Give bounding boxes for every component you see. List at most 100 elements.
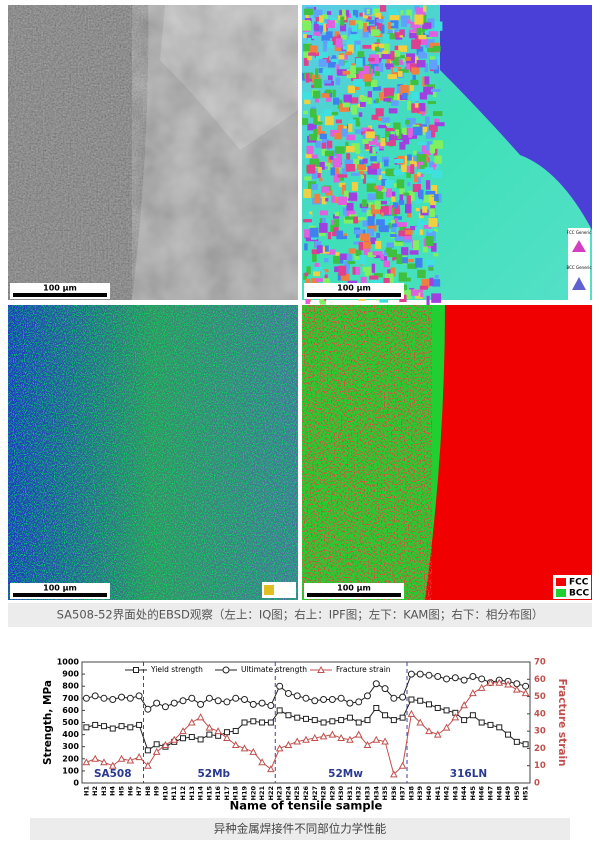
ipf-grain bbox=[399, 192, 404, 201]
ipf-grain bbox=[385, 130, 391, 138]
ipf-grain bbox=[370, 79, 378, 88]
ipf-grain bbox=[400, 15, 411, 20]
ipf-grain bbox=[312, 90, 321, 99]
legend-swatch bbox=[556, 578, 566, 586]
ipf-grain bbox=[433, 253, 439, 257]
ipf-grain bbox=[386, 65, 391, 70]
ipf-grain bbox=[305, 14, 309, 19]
ipf-grain bbox=[335, 252, 340, 256]
ipf-grain bbox=[398, 59, 404, 65]
ipf-grain bbox=[431, 130, 436, 138]
point bbox=[319, 732, 328, 740]
point bbox=[407, 709, 416, 717]
x-tick-label: H51 bbox=[522, 786, 530, 801]
ipf-grain bbox=[337, 69, 347, 76]
ipf-grain bbox=[353, 158, 361, 169]
x-tick-label: H5 bbox=[118, 786, 126, 796]
point bbox=[443, 707, 450, 714]
ipf-grain bbox=[400, 84, 409, 95]
ipf-grain bbox=[304, 176, 312, 181]
ipf-grain bbox=[410, 225, 419, 231]
ipf-grain bbox=[401, 18, 408, 27]
ipf-grain bbox=[355, 266, 361, 275]
point bbox=[82, 694, 90, 702]
ipf-grain bbox=[302, 34, 307, 39]
ipf-grain bbox=[385, 247, 392, 253]
ipf-grain bbox=[372, 86, 382, 91]
ipf-grain bbox=[387, 22, 391, 30]
point bbox=[188, 734, 195, 741]
ipf-grain bbox=[316, 245, 323, 254]
ipf-grain bbox=[306, 164, 316, 174]
point bbox=[478, 675, 486, 683]
ipf-grain bbox=[347, 192, 358, 201]
ipf-grain bbox=[310, 108, 317, 118]
ipf-grain bbox=[334, 211, 340, 217]
ipf-grain bbox=[344, 261, 351, 270]
point bbox=[381, 737, 389, 745]
ipf-grain bbox=[417, 173, 424, 178]
ipf-grain bbox=[387, 74, 397, 80]
ipf-grain bbox=[385, 168, 395, 177]
ipf-grain bbox=[420, 293, 424, 298]
ipf-grain bbox=[381, 54, 391, 60]
point bbox=[196, 713, 205, 721]
ipf-grain bbox=[353, 9, 357, 16]
ipf-grain bbox=[431, 185, 438, 195]
ipf-grain bbox=[341, 128, 348, 137]
ipf-grain bbox=[434, 21, 443, 31]
ipf-grain bbox=[416, 7, 425, 16]
x-tick-label: H23 bbox=[276, 786, 284, 801]
ipf-grain bbox=[317, 172, 321, 179]
figure: 100 µm 100 µm 100 µm 100 µm FCC Generic BCC… bbox=[8, 5, 592, 627]
ipf-grain bbox=[428, 161, 434, 171]
ipf-grain bbox=[374, 200, 381, 210]
ipf-grain bbox=[322, 166, 328, 170]
ipf-grain bbox=[370, 163, 380, 169]
ipf-grain bbox=[404, 203, 412, 214]
point bbox=[382, 712, 389, 719]
ipf-grain bbox=[429, 59, 438, 70]
point bbox=[390, 770, 398, 778]
point bbox=[355, 698, 363, 706]
x-tick-label: H49 bbox=[504, 786, 512, 801]
ipf-grain bbox=[330, 219, 336, 228]
ipf-grain bbox=[315, 17, 321, 22]
ipf-grain bbox=[327, 232, 332, 240]
point bbox=[451, 713, 460, 721]
ipf-grain bbox=[401, 257, 408, 264]
scale-bars: 100 µm 100 µm 100 µm 100 µm bbox=[10, 283, 404, 599]
ipf-grain bbox=[345, 216, 354, 220]
ipf-grain bbox=[415, 293, 423, 299]
ipf-grain bbox=[409, 156, 419, 167]
legend-label: FCC bbox=[569, 578, 589, 588]
ipf-grain bbox=[408, 133, 418, 139]
ipf-grain bbox=[327, 41, 333, 48]
ipf-grain bbox=[372, 251, 383, 256]
x-tick-label: H7 bbox=[135, 786, 143, 796]
x-tick-label: H41 bbox=[434, 786, 442, 801]
ipf-grain bbox=[342, 168, 348, 177]
ipf-grain bbox=[363, 22, 367, 32]
ipf-grain bbox=[332, 226, 339, 237]
point bbox=[135, 692, 143, 700]
ipf-grain bbox=[398, 272, 407, 282]
point bbox=[505, 731, 512, 738]
ipf-grain bbox=[338, 196, 347, 206]
point bbox=[117, 754, 126, 762]
phase-texture bbox=[302, 305, 432, 600]
ipf-grain bbox=[434, 194, 439, 202]
x-tick-label: H13 bbox=[188, 786, 196, 801]
ipf-grain bbox=[330, 224, 334, 233]
ipf-grain bbox=[335, 146, 345, 154]
x-tick-label: H17 bbox=[223, 786, 231, 801]
x-tick-label: H19 bbox=[241, 786, 249, 801]
ipf-grain bbox=[370, 29, 380, 36]
point bbox=[144, 705, 152, 713]
ipf-grain bbox=[322, 162, 331, 171]
scale-bar bbox=[13, 593, 107, 597]
point bbox=[250, 718, 257, 725]
ipf-grain bbox=[401, 247, 409, 256]
ipf-grain bbox=[338, 54, 346, 60]
ipf-grain bbox=[406, 117, 416, 128]
